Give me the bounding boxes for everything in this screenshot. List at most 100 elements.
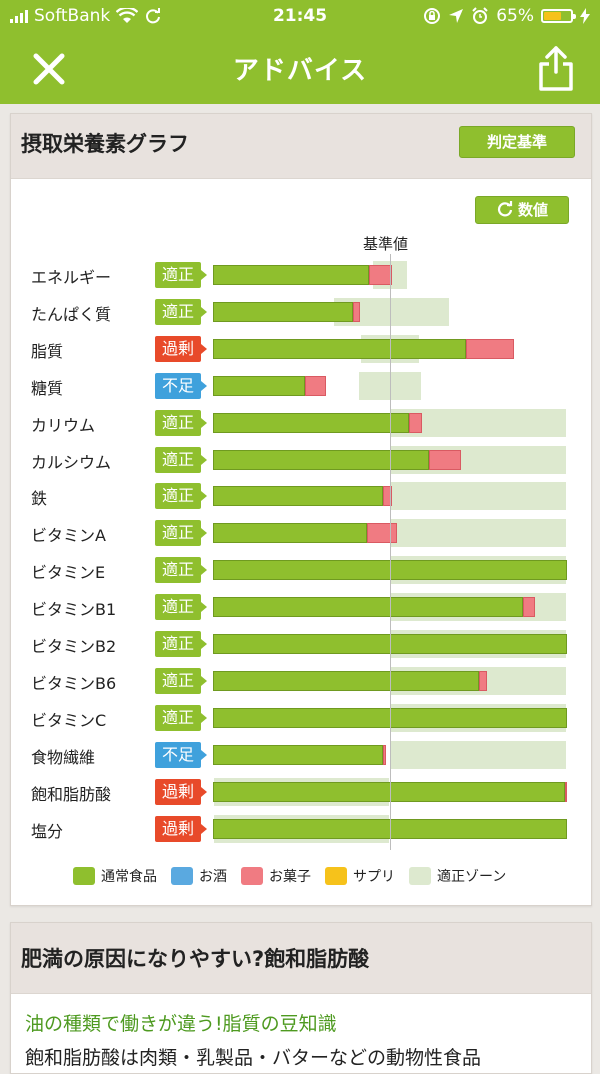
food-segment [213,486,383,507]
nutrient-row: エネルギー 適正 [11,260,591,290]
status-badge: 適正 [155,298,207,325]
battery-icon [541,9,576,23]
nutrient-row: ビタミンB6 適正 [11,665,591,696]
chart-legend: 通常食品 お酒 お菓子 サプリ 適正ゾーン [73,866,520,886]
nutrient-row: 糖質 不足 [11,370,591,401]
intake-bar [213,486,392,507]
status-badge: 適正 [155,446,207,473]
nutrient-row: ビタミンC 適正 [11,702,591,733]
nutrient-row: カリウム 適正 [11,407,591,438]
nav-bar: アドバイス [0,34,600,104]
status-badge: 適正 [155,262,207,288]
charging-icon [580,8,590,24]
nutrient-graph-card: 摂取栄養素グラフ 判定基準 数値 基準値 エネルギー 適正 たんぱく質 適正 脂質 過剰糖… [10,113,592,906]
nutrient-name: ビタミンB2 [31,637,117,656]
values-toggle-label: 数値 [517,201,548,219]
nutrient-card-title: 摂取栄養素グラフ [21,132,189,156]
legend-label: サプリ [353,869,395,885]
nutrient-row: ビタミンE 適正 [11,555,591,586]
criteria-button[interactable]: 判定基準 [459,126,575,158]
food-segment [213,449,429,470]
nutrient-name: ビタミンB6 [31,673,117,693]
signal-icon [10,9,28,23]
nutrient-row: 飽和脂肪酸 過剰 [11,776,591,807]
legend-swatch [171,867,193,885]
nutrient-name: カリウム [31,415,96,435]
nutrient-row: 塩分 過剰 [11,813,591,844]
status-badge: 過剰 [155,335,207,362]
snack-segment [366,523,398,544]
nutrient-name: カルシウム [31,452,112,472]
status-badge: 不足 [155,372,207,399]
nutrient-row: カルシウム 適正 [11,444,591,475]
legend-label: お酒 [199,869,227,885]
intake-bar [213,597,536,618]
clock-time: 21:45 [272,6,328,26]
legend-label: 通常食品 [101,869,157,885]
intake-bar [213,523,398,544]
intake-bar [213,301,360,322]
location-icon [449,9,464,23]
intake-bar [213,744,387,765]
values-toggle-button[interactable]: 数値 [475,196,569,224]
nutrient-name: 鉄 [31,489,48,509]
tip-body-text: 飽和脂肪酸は肉類・乳製品・バターなどの動物性食品 [25,1047,482,1069]
status-left: SoftBank [10,6,162,26]
intake-bar [213,670,488,691]
optimal-zone [358,370,422,401]
food-segment [213,265,369,285]
legend-item: 通常食品 [73,866,157,886]
status-badge: 適正 [155,557,207,584]
legend-label: お菓子 [269,869,311,885]
nutrient-name: 脂質 [31,341,64,361]
reference-value-label: 基準値 [363,235,409,253]
snack-segment [352,301,360,322]
legend-swatch [73,867,95,885]
rotation-lock-icon [424,8,441,24]
nutrient-row: ビタミンB1 適正 [11,592,591,623]
snack-segment [565,781,568,802]
snack-segment [522,597,536,618]
status-badge: 適正 [155,667,207,694]
optimal-zone [390,518,567,549]
nutrient-name: ビタミンE [31,563,106,583]
article-card: 肥満の原因になりやすい?飽和脂肪酸 油の種類で働きが違う!脂質の豆知識 飽和脂肪… [10,922,592,1074]
legend-swatch [241,867,263,885]
snack-segment [428,449,461,470]
status-bar: SoftBank 21:45 65% [0,0,600,34]
intake-bar [213,375,327,396]
legend-item: お酒 [171,866,227,886]
food-segment [213,412,410,433]
nutrient-name: たんぱく質 [31,304,112,324]
food-segment [213,781,566,802]
nutrient-name: エネルギー [31,268,112,287]
refresh-icon [497,201,513,217]
nutrient-name: ビタミンC [31,710,107,730]
food-segment [213,523,367,544]
intake-bar [213,265,392,285]
snack-segment [368,265,392,285]
intake-bar [213,781,568,802]
status-right: 65% [423,6,590,26]
optimal-zone [390,739,567,770]
carrier-name: SoftBank [34,6,111,26]
nutrient-name: 飽和脂肪酸 [31,784,112,804]
snack-segment [382,486,392,507]
sync-icon [146,8,161,24]
nutrient-card-header: 摂取栄養素グラフ 判定基準 [11,114,591,179]
status-badge: 適正 [155,631,207,657]
nutrient-row: 鉄 適正 [11,481,591,512]
close-icon[interactable] [28,48,70,90]
article-card-title: 肥満の原因になりやすい?飽和脂肪酸 [21,947,370,971]
snack-segment [305,375,327,396]
nutrient-name: ビタミンA [31,526,106,546]
snack-segment [466,338,514,359]
optimal-zone [390,481,567,512]
food-segment [213,375,306,396]
snack-segment [478,670,488,691]
intake-bar [213,338,514,359]
share-icon[interactable] [536,44,576,92]
tip-title-link[interactable]: 油の種類で働きが違う!脂質の豆知識 [25,1013,337,1035]
alarm-icon [472,7,488,24]
nutrient-row: 脂質 過剰 [11,333,591,364]
